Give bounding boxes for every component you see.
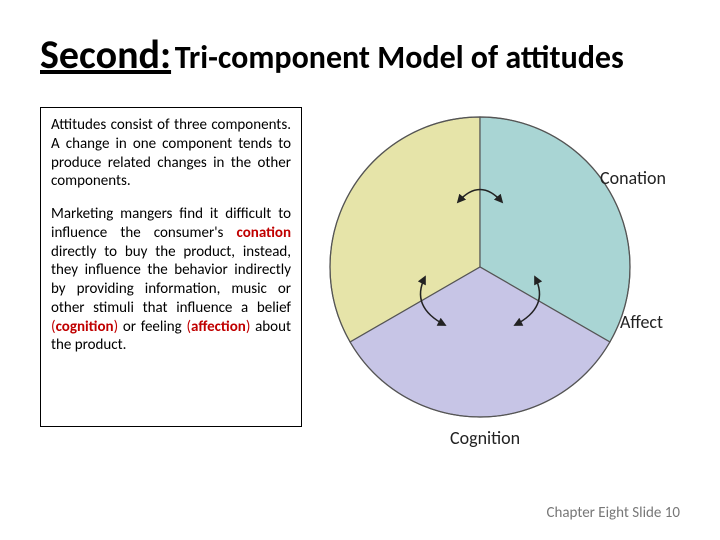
content-row: Attitudes consist of three components. A… xyxy=(40,107,680,427)
keyword-affection: affection xyxy=(191,318,246,336)
label-affect: Affect xyxy=(620,311,663,333)
diagram-svg xyxy=(320,107,680,437)
label-cognition: Cognition xyxy=(450,427,520,449)
paragraph-1: Attitudes consist of three components. A… xyxy=(51,116,291,191)
label-conation: Conation xyxy=(600,167,666,189)
title-rest: Tri-component Model of attitudes xyxy=(175,38,624,77)
slide: Second: Tri-component Model of attitudes… xyxy=(0,0,720,540)
title-lead: Second: xyxy=(40,30,171,79)
keyword-cognition: cognition xyxy=(56,318,114,336)
keyword-conation: conation xyxy=(237,224,291,242)
slide-title: Second: Tri-component Model of attitudes xyxy=(40,30,680,79)
slide-footer: Chapter Eight Slide 10 xyxy=(546,504,680,522)
paragraph-2: Marketing mangers find it difficult to i… xyxy=(51,205,291,355)
tri-component-diagram: ConationAffectCognition xyxy=(320,107,680,427)
description-box: Attitudes consist of three components. A… xyxy=(40,107,302,427)
